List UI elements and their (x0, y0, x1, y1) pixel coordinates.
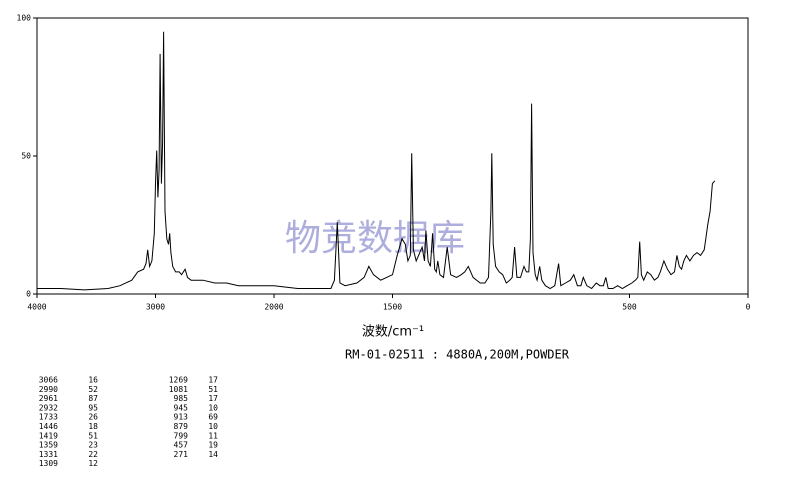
x-tick-label: 0 (746, 303, 751, 312)
x-axis-label: 波数/cm⁻¹ (362, 325, 424, 340)
peak-intensity: 26 (88, 413, 98, 422)
subtitle: RM-01-02511 : 4880A,200M,POWDER (345, 348, 570, 362)
peak-wavenumber: 271 (174, 450, 189, 459)
peak-intensity: 19 (208, 441, 218, 450)
peak-intensity: 51 (208, 385, 218, 394)
spectrum-line (37, 31, 716, 291)
peak-wavenumber: 879 (174, 422, 189, 431)
peak-intensity: 51 (88, 431, 98, 440)
peak-wavenumber: 2932 (39, 403, 58, 412)
peak-wavenumber: 457 (174, 441, 189, 450)
peak-wavenumber: 985 (174, 394, 189, 403)
peak-wavenumber: 945 (174, 403, 189, 412)
peak-intensity: 10 (208, 403, 218, 412)
peak-intensity: 16 (88, 376, 98, 385)
peak-wavenumber: 3066 (39, 376, 58, 385)
peak-intensity: 69 (208, 413, 218, 422)
peak-wavenumber: 1269 (169, 376, 188, 385)
peak-wavenumber: 1359 (39, 441, 58, 450)
peak-wavenumber: 1331 (39, 450, 58, 459)
peak-wavenumber: 799 (174, 431, 189, 440)
peak-intensity: 23 (88, 441, 98, 450)
peak-intensity: 14 (208, 450, 218, 459)
peak-intensity: 87 (88, 394, 98, 403)
peak-intensity: 17 (208, 394, 218, 403)
watermark: 物竞数据库 (285, 218, 465, 259)
peak-intensity: 95 (88, 403, 98, 412)
peak-intensity: 12 (88, 459, 98, 468)
x-tick-label: 3000 (146, 303, 165, 312)
peak-intensity: 18 (88, 422, 98, 431)
peak-intensity: 10 (208, 422, 218, 431)
peak-wavenumber: 1419 (39, 431, 58, 440)
x-tick-label: 4000 (27, 303, 46, 312)
peak-wavenumber: 1081 (169, 385, 188, 394)
x-tick-label: 500 (622, 303, 637, 312)
peak-wavenumber: 2990 (39, 385, 58, 394)
peak-intensity: 52 (88, 385, 98, 394)
y-tick-label: 0 (26, 290, 31, 299)
peak-intensity: 17 (208, 376, 218, 385)
y-tick-label: 100 (17, 14, 32, 23)
y-tick-label: 50 (21, 152, 31, 161)
peak-wavenumber: 1446 (39, 422, 58, 431)
peak-intensity: 22 (88, 450, 98, 459)
x-tick-label: 2000 (264, 303, 283, 312)
peak-wavenumber: 1733 (39, 413, 58, 422)
peak-wavenumber: 2961 (39, 394, 58, 403)
peak-intensity: 11 (208, 431, 218, 440)
x-tick-label: 1500 (383, 303, 402, 312)
peak-wavenumber: 1309 (39, 459, 58, 468)
peak-wavenumber: 913 (174, 413, 189, 422)
